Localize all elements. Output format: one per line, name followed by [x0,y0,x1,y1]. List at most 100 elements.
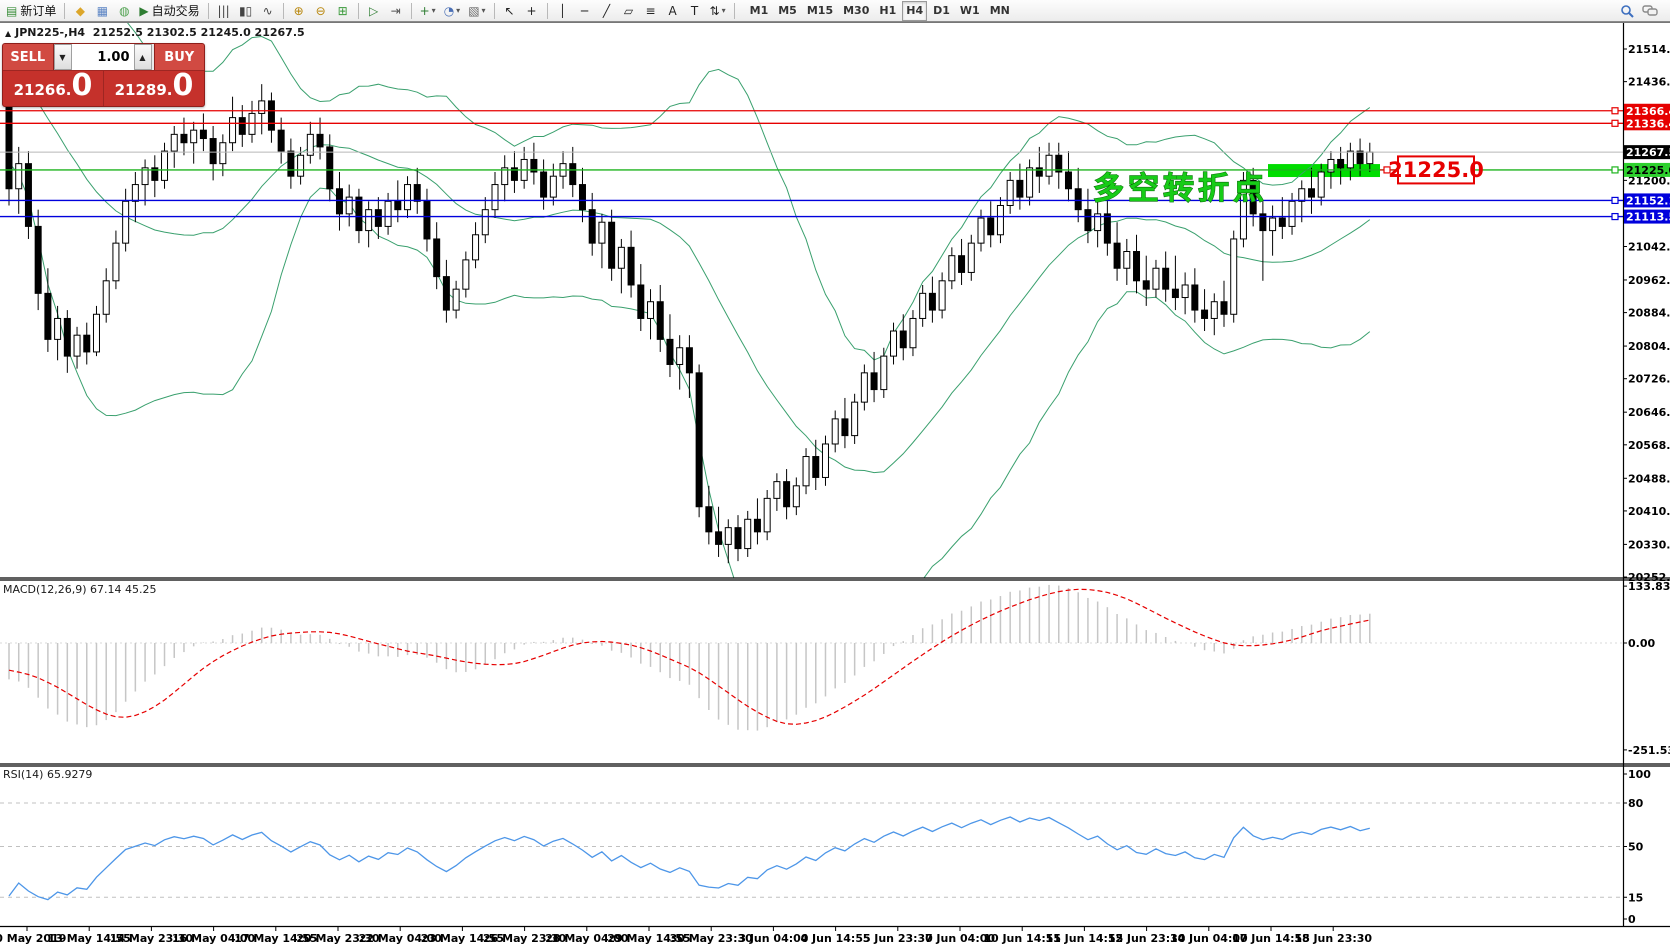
candle-body [1103,213,1111,244]
candle-body [695,372,703,508]
candle-body [1191,284,1199,311]
price-axis: 21514.0 21436.0 21200.0 21042.0 20962.0 20884… [1623,43,1670,926]
fibonacci-button[interactable]: ≡ [641,1,661,21]
crosshair-button[interactable]: + [522,1,542,21]
candle-body [1366,151,1374,165]
candle-body [267,100,275,131]
price-callout-box[interactable] [1397,155,1475,185]
candle-body [928,292,936,311]
vertical-line-button[interactable]: │ [553,1,573,21]
hline-handle[interactable] [1611,196,1619,205]
candle-body [890,330,898,357]
volume-input[interactable] [71,44,134,70]
sell-price[interactable]: 21266 . 0 [3,71,104,106]
candle-body [715,531,723,545]
label-button[interactable]: T [685,1,705,21]
horizontal-line-button[interactable]: ─ [575,1,595,21]
arrows-button[interactable]: ⇅ ▾ [707,1,729,21]
new-order-button[interactable]: ▤ 新订单 [3,1,59,21]
cursor-button[interactable]: ↖ [500,1,520,21]
timeframe-h1[interactable]: H1 [879,4,897,17]
bar-chart-button[interactable]: ||| [214,1,234,21]
rsi-pane [0,802,1623,901]
signals-button[interactable]: ◍ [114,1,134,21]
periods-button[interactable]: ◔ ▾ [441,1,464,21]
candle-body [841,418,849,437]
trendline-button[interactable]: ╱ [597,1,617,21]
candle-body [238,117,246,135]
buy-price-main: 21289 [114,81,167,99]
hline-handle[interactable] [1611,166,1619,174]
candle-body [1317,171,1325,198]
candlestick-chart-button[interactable]: ▮▯ [236,1,256,21]
bollinger-line [8,162,1371,578]
new-order-button-label: 新订单 [20,4,57,18]
time-tick-label: 5 Jun 23:30 [863,932,933,945]
timeframe-h4[interactable]: H4 [902,0,928,21]
hline-handle[interactable] [1611,119,1619,127]
zoom-in-button[interactable]: ⊕ [289,1,309,21]
price-tick-label: 20568.0 [1628,439,1670,452]
zoom-out-button[interactable]: ⊖ [311,1,331,21]
search-icon [1621,4,1634,18]
zoom-out-icon: ⊖ [315,3,326,18]
candle-body [909,317,917,349]
candle-body [1084,209,1092,232]
candle-body [1259,213,1267,232]
candle-body [1288,200,1296,227]
candles-layer [5,84,1374,564]
buy-price[interactable]: 21289 . 0 [104,71,204,106]
autotrading-button[interactable]: ▶ 自动交易 [136,1,202,21]
metaeditor-button[interactable]: ◆ [70,1,90,21]
timeframe-d1[interactable]: D1 [933,4,950,17]
time-tick-label: 14 May 23:30 [110,932,194,945]
candle-body [880,355,888,391]
candle-body [258,100,266,114]
hline-handle[interactable] [1611,107,1619,115]
price-badge [1624,193,1670,208]
clock-icon: ◔ [443,3,455,18]
hline-handle[interactable] [1611,212,1619,221]
sell-button[interactable]: SELL [3,44,53,70]
candle-body [102,280,110,315]
chart-shift-button[interactable]: ⇥ [386,1,406,21]
macd-tick-label: -251.53 [1628,744,1670,757]
timeframe-m30[interactable]: M30 [843,4,870,17]
timeframe-mn[interactable]: MN [989,4,1010,17]
candle-body [481,209,489,236]
timeframe-m1[interactable]: M1 [749,4,769,17]
macd-indicator-label: MACD(12,26,9) 67.14 45.25 [3,583,157,596]
volume-increase-button[interactable]: ▲ [133,44,152,70]
candle-body [170,133,178,152]
templates-button[interactable]: ▧ ▾ [465,1,488,21]
volume-decrease-button[interactable]: ▼ [53,44,72,70]
buy-button[interactable]: BUY [154,44,204,70]
search-button[interactable] [1617,1,1637,21]
horizontal-lines[interactable] [0,107,1623,221]
line-chart-button[interactable]: ∿ [258,1,278,21]
chat-button[interactable] [1639,1,1661,21]
channel-button[interactable]: ▱ [619,1,639,21]
chart-frame [0,22,1670,928]
terminal-button[interactable]: ▦ [92,1,112,21]
tile-windows-icon: ⊞ [337,3,348,18]
candle-body [491,184,499,211]
callout-handle[interactable] [1383,166,1391,174]
timeframe-w1[interactable]: W1 [959,4,980,17]
text-button[interactable]: A [663,1,683,21]
time-tick-label: 10 Jun 14:55 [983,932,1061,945]
tile-windows-button[interactable]: ⊞ [333,1,353,21]
toolbar-separator [64,2,66,19]
candle-body [34,225,42,294]
timeframe-m5[interactable]: M5 [778,4,797,17]
candle-body [44,292,52,340]
candle-body [190,129,198,144]
cjk-annotation-text[interactable]: 多空转折点 [1092,170,1268,207]
indicators-button[interactable]: + ▾ [417,1,439,21]
candle-body [180,133,188,144]
candle-body [802,456,810,487]
timeframe-m15[interactable]: M15 [806,4,834,17]
auto-scroll-button[interactable]: ▷ [364,1,384,21]
